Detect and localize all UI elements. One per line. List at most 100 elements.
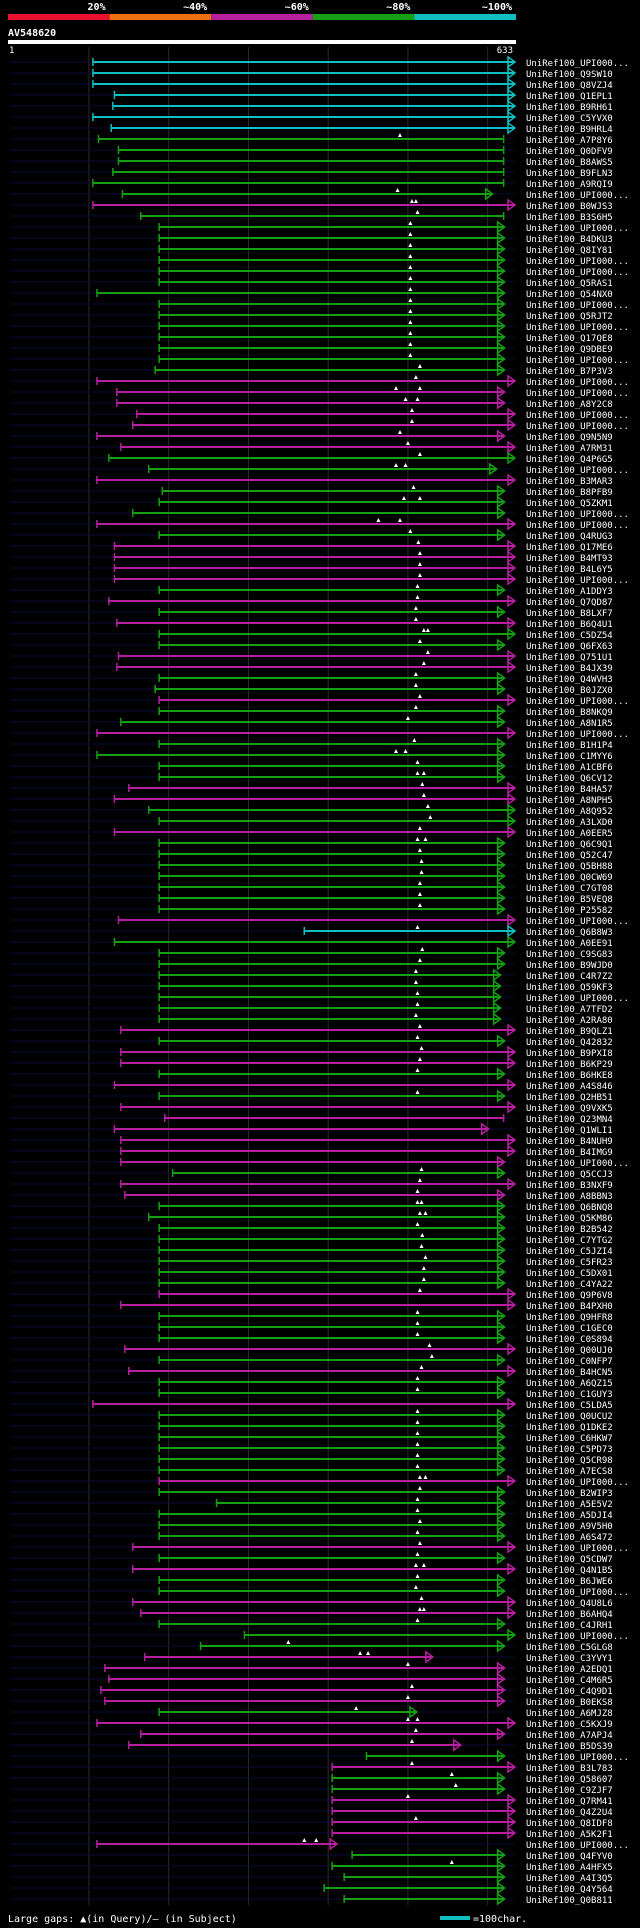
hit-row[interactable]: UniRef100_B4L6Y5: [113, 561, 613, 575]
hit-row[interactable]: UniRef100_Q6FX63: [158, 638, 613, 652]
hit-label[interactable]: UniRef100_B0WJS3: [526, 202, 613, 212]
hit-row[interactable]: UniRef100_Q23MN4: [163, 1114, 613, 1125]
hit-row[interactable]: UniRef100_UPI000...: [132, 1540, 629, 1554]
hit-label[interactable]: UniRef100_C5YVX0: [526, 114, 613, 124]
hit-label[interactable]: UniRef100_C5PD73: [526, 1445, 613, 1455]
hit-label[interactable]: UniRef100_UPI000...: [526, 697, 629, 707]
hit-row[interactable]: UniRef100_A1CBF6: [158, 759, 613, 773]
hit-row[interactable]: UniRef100_Q8IDF8: [331, 1815, 613, 1829]
hit-label[interactable]: UniRef100_A5K2F1: [526, 1830, 613, 1840]
hit-label[interactable]: UniRef100_B9QLZ1: [526, 1027, 613, 1037]
hit-label[interactable]: UniRef100_B6KP29: [526, 1060, 613, 1070]
hit-label[interactable]: UniRef100_Q0DFV9: [526, 147, 613, 157]
hit-row[interactable]: UniRef100_UPI000...: [158, 319, 629, 333]
hit-row[interactable]: UniRef100_B0JZX0: [154, 682, 613, 696]
hit-label[interactable]: UniRef100_A0EER5: [526, 829, 613, 839]
hit-row[interactable]: UniRef100_Q4WVH3: [158, 671, 613, 685]
hit-label[interactable]: UniRef100_B4MT93: [526, 554, 613, 564]
hit-row[interactable]: UniRef100_A4I3Q5: [343, 1870, 613, 1884]
hit-label[interactable]: UniRef100_C5DX01: [526, 1269, 613, 1279]
hit-row[interactable]: UniRef100_Q2HB51: [158, 1089, 613, 1103]
hit-label[interactable]: UniRef100_C6HKW7: [526, 1434, 613, 1444]
hit-row[interactable]: UniRef100_C0S894: [158, 1331, 613, 1345]
hit-row[interactable]: UniRef100_Q5CDW7: [158, 1551, 613, 1565]
hit-label[interactable]: UniRef100_C7YTG2: [526, 1236, 613, 1246]
hit-label[interactable]: UniRef100_B7P3V3: [526, 367, 613, 377]
hit-row[interactable]: UniRef100_C5PD73: [158, 1441, 613, 1455]
hit-row[interactable]: UniRef100_B8NKQ9: [158, 704, 613, 718]
hit-label[interactable]: UniRef100_Q751U1: [526, 653, 613, 663]
hit-row[interactable]: UniRef100_A5DJI4: [158, 1507, 613, 1521]
hit-label[interactable]: UniRef100_C5GLG8: [526, 1643, 613, 1653]
hit-label[interactable]: UniRef100_Q58607: [526, 1775, 613, 1785]
hit-label[interactable]: UniRef100_UPI000...: [526, 411, 629, 421]
hit-row[interactable]: UniRef100_B9PXI8: [120, 1045, 613, 1059]
hit-row[interactable]: UniRef100_B4MT93: [113, 550, 613, 564]
hit-row[interactable]: UniRef100_UPI000...: [158, 352, 629, 366]
hit-label[interactable]: UniRef100_Q54NX0: [526, 290, 613, 300]
hit-label[interactable]: UniRef100_Q59KF3: [526, 983, 613, 993]
hit-label[interactable]: UniRef100_Q8IDF8: [526, 1819, 613, 1829]
hit-row[interactable]: UniRef100_B6HKE8: [158, 1067, 613, 1081]
hit-row[interactable]: UniRef100_UPI000...: [117, 913, 629, 927]
hit-row[interactable]: UniRef100_A7P8Y6: [97, 133, 613, 146]
hit-row[interactable]: UniRef100_Q4N1B5: [132, 1562, 613, 1576]
hit-label[interactable]: UniRef100_B6HKE8: [526, 1071, 613, 1081]
hit-row[interactable]: UniRef100_B0EKS8: [104, 1694, 613, 1708]
hit-label[interactable]: UniRef100_UPI000...: [526, 1588, 629, 1598]
hit-row[interactable]: UniRef100_Q0UCU2: [158, 1408, 613, 1422]
hit-label[interactable]: UniRef100_A4HFX5: [526, 1863, 613, 1873]
hit-row[interactable]: UniRef100_Q5KM86: [148, 1210, 613, 1224]
hit-row[interactable]: UniRef100_B3L783: [331, 1760, 613, 1774]
hit-label[interactable]: UniRef100_Q4WVH3: [526, 675, 613, 685]
hit-row[interactable]: UniRef100_B8LXF7: [158, 605, 613, 619]
hit-row[interactable]: UniRef100_A1DDY3: [158, 583, 613, 597]
hit-label[interactable]: UniRef100_A5DJI4: [526, 1511, 613, 1521]
hit-label[interactable]: UniRef100_B9RH61: [526, 103, 613, 113]
hit-row[interactable]: UniRef100_UPI000...: [120, 1155, 629, 1169]
hit-row[interactable]: UniRef100_UPI000...: [158, 990, 629, 1004]
hit-label[interactable]: UniRef100_UPI000...: [526, 1753, 629, 1763]
hit-label[interactable]: UniRef100_C7GT08: [526, 884, 613, 894]
hit-row[interactable]: UniRef100_Q0DFV9: [117, 146, 613, 157]
hit-label[interactable]: UniRef100_A9RQI9: [526, 180, 613, 190]
hit-label[interactable]: UniRef100_UPI000...: [526, 730, 629, 740]
hit-label[interactable]: UniRef100_C9SG83: [526, 950, 613, 960]
hit-label[interactable]: UniRef100_C5KXJ9: [526, 1720, 613, 1730]
hit-row[interactable]: UniRef100_B8AWS5: [117, 157, 613, 168]
hit-label[interactable]: UniRef100_B9FLN3: [526, 169, 613, 179]
hit-label[interactable]: UniRef100_B3L783: [526, 1764, 613, 1774]
hit-row[interactable]: UniRef100_A4HFX5: [331, 1859, 613, 1873]
hit-row[interactable]: UniRef100_B6JWE6: [158, 1573, 613, 1587]
hit-label[interactable]: UniRef100_B8PFB9: [526, 488, 613, 498]
hit-row[interactable]: UniRef100_Q751U1: [117, 649, 613, 663]
hit-label[interactable]: UniRef100_A8BBN3: [526, 1192, 613, 1202]
hit-label[interactable]: UniRef100_B3MAR3: [526, 477, 613, 487]
hit-row[interactable]: UniRef100_Q54NX0: [96, 286, 613, 300]
hit-row[interactable]: UniRef100_A8NPH5: [113, 792, 613, 806]
hit-row[interactable]: UniRef100_Q5ZKM1: [158, 495, 613, 509]
hit-label[interactable]: UniRef100_UPI000...: [526, 917, 629, 927]
hit-label[interactable]: UniRef100_Q6BNQ8: [526, 1203, 613, 1213]
hit-label[interactable]: UniRef100_B4NUH9: [526, 1137, 613, 1147]
hit-label[interactable]: UniRef100_B4HCN5: [526, 1368, 613, 1378]
hit-row[interactable]: UniRef100_C5DX01: [158, 1265, 613, 1279]
hit-row[interactable]: UniRef100_B9WJD0: [158, 957, 613, 971]
hit-row[interactable]: UniRef100_Q52C47: [158, 847, 613, 861]
hit-row[interactable]: UniRef100_Q17ME6: [113, 539, 613, 553]
hit-label[interactable]: UniRef100_C5JZI4: [526, 1247, 613, 1257]
hit-row[interactable]: UniRef100_UPI000...: [243, 1628, 629, 1642]
hit-label[interactable]: UniRef100_B4DKU3: [526, 235, 613, 245]
hit-label[interactable]: UniRef100_UPI000...: [526, 576, 629, 586]
hit-label[interactable]: UniRef100_A5E5V2: [526, 1500, 613, 1510]
hit-label[interactable]: UniRef100_A8Y2C8: [526, 400, 613, 410]
hit-row[interactable]: UniRef100_Q4P6G5: [108, 451, 613, 465]
hit-row[interactable]: UniRef100_B4NUH9: [120, 1133, 613, 1147]
hit-row[interactable]: UniRef100_UPI000...: [96, 517, 629, 531]
hit-label[interactable]: UniRef100_UPI000...: [526, 422, 629, 432]
hit-row[interactable]: UniRef100_A7RM31: [120, 440, 613, 454]
hit-label[interactable]: UniRef100_Q1EPL1: [526, 92, 613, 102]
hit-label[interactable]: UniRef100_A3LXD0: [526, 818, 613, 828]
hit-row[interactable]: UniRef100_A4S846: [113, 1078, 613, 1092]
hit-label[interactable]: UniRef100_UPI000...: [526, 1632, 629, 1642]
